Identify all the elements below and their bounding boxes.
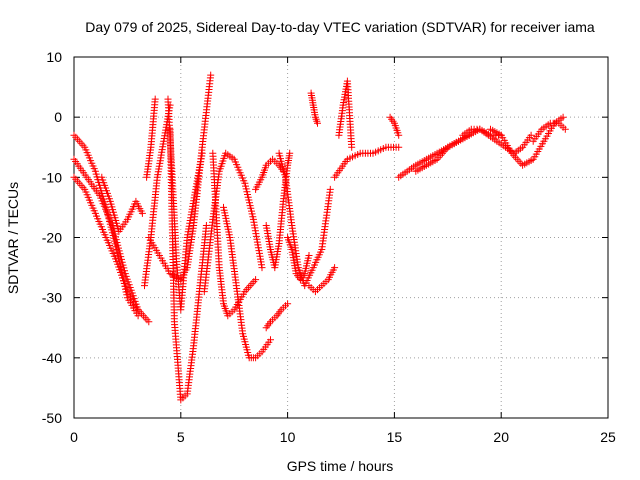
series-arc6 [143,95,159,181]
data-point [118,255,125,263]
series-arc27 [529,119,569,145]
data-point [115,247,123,255]
series-arc18 [305,264,339,296]
data-point [284,300,292,308]
data-point [314,119,321,127]
series-arc12 [220,203,274,362]
series-arc21 [331,143,403,181]
data-point [151,95,159,103]
data-point [120,264,128,272]
y-axis-label: SDTVAR / TECUs [5,182,21,294]
series-arc10 [200,149,266,296]
data-point [326,185,334,193]
y-tick-label: 0 [54,109,62,125]
data-point [252,276,260,284]
data-point [145,318,153,326]
x-tick-label: 25 [600,429,616,445]
axis-ticks: 0 5 10 15 20 25 10 0 -10 -20 -30 -40 -50 [42,49,616,445]
x-tick-label: 10 [280,429,296,445]
series-arc17 [284,234,313,284]
series-arc26 [487,113,567,169]
y-tick-label: -10 [42,169,62,185]
series-arc22 [386,113,403,139]
series-arc2 [70,155,153,326]
data-point [527,131,535,139]
series-arc20 [335,77,356,151]
data-point [134,306,142,314]
y-tick-label: 10 [46,49,62,65]
data-point [258,264,266,272]
series-arc15 [262,149,294,272]
chart-title: Day 079 of 2025, Sidereal Day-to-day VTE… [85,19,595,35]
data-point [559,113,567,121]
data-point [112,236,120,244]
series-arc3 [70,173,142,314]
data-point [305,252,313,259]
y-tick-label: -40 [42,350,62,366]
data-point [267,336,274,344]
y-tick-label: -50 [42,410,62,426]
x-tick-label: 5 [177,429,185,445]
y-tick-label: -20 [42,230,62,246]
x-tick-label: 20 [493,429,509,445]
x-tick-label: 15 [387,429,403,445]
data-point [138,209,146,217]
series-arc14 [262,300,292,332]
data-point [395,131,403,139]
data-point [286,149,294,157]
data-point [348,143,356,151]
data-point [395,143,403,151]
series-arc9 [164,95,206,314]
series-arc19 [307,89,321,127]
data-point [561,125,569,133]
grid [74,57,608,418]
x-axis-label: GPS time / hours [287,458,394,474]
data-point [207,71,215,79]
series-arc24 [412,125,505,175]
series-arc5 [141,101,174,290]
data-point [331,264,339,272]
y-tick-label: -30 [42,290,62,306]
data-point [198,149,206,157]
series-arc4 [98,173,146,235]
data-points [70,71,569,404]
x-tick-label: 0 [70,429,78,445]
